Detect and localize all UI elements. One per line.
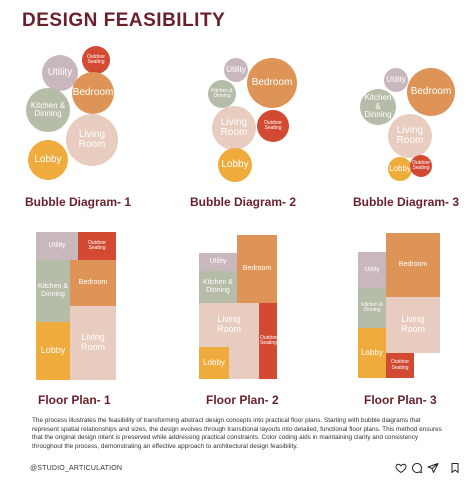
floor-plan-3-heading: Floor Plan- 3 bbox=[364, 393, 437, 407]
bubble-label: Outdoor Seating bbox=[86, 53, 106, 65]
bubble-label: Utility bbox=[386, 74, 406, 84]
room-label: Bedroom bbox=[398, 261, 428, 269]
bubble-label: Outdoor Seating bbox=[412, 159, 431, 171]
bubble-outdoor-seating: Outdoor Seating bbox=[82, 46, 110, 74]
bubble-label: Lobby bbox=[221, 158, 249, 170]
bubble-living-room: Living Room bbox=[212, 106, 256, 150]
comment-icon[interactable] bbox=[411, 461, 423, 474]
social-icons bbox=[395, 461, 461, 474]
floor-plan-1-heading: Floor Plan- 1 bbox=[38, 393, 111, 407]
bubble-kitchen-dinning: Kitchen & Dinning bbox=[360, 89, 396, 125]
heart-icon[interactable] bbox=[395, 461, 407, 474]
bubble-bedroom: Bedroom bbox=[72, 72, 114, 114]
bubble-utility: Utility bbox=[42, 55, 78, 91]
room-label: Outdoor Seating bbox=[390, 359, 410, 371]
room-bedroom: Bedroom bbox=[237, 235, 277, 303]
room-lobby: Lobby bbox=[199, 347, 229, 379]
room-living-room: Living Room bbox=[70, 306, 116, 380]
room-living-room: Living Room bbox=[199, 303, 259, 347]
bubble-bedroom: Bedroom bbox=[247, 58, 297, 108]
footer-handle: @STUDIO_ARTICULATION bbox=[30, 465, 123, 472]
room-label: Kitchen & Dinning bbox=[361, 301, 383, 313]
room-outdoor-seating: Outdoor Seating bbox=[259, 303, 279, 379]
bubble-lobby: Lobby bbox=[388, 157, 412, 181]
room-label: Lobby bbox=[40, 345, 66, 356]
room-living-room: Living Room bbox=[386, 297, 440, 353]
room-label: Outdoor Seating bbox=[260, 334, 279, 346]
bubble-lobby: Lobby bbox=[218, 148, 252, 182]
bubble-diagram-2-heading: Bubble Diagram- 2 bbox=[190, 195, 297, 209]
room-label: Bedroom bbox=[78, 279, 108, 287]
room-lobby: Lobby bbox=[358, 328, 386, 378]
share-icon[interactable] bbox=[427, 461, 439, 473]
bubble-label: Utility bbox=[226, 64, 246, 74]
bookmark-icon[interactable] bbox=[449, 461, 461, 473]
room-kitchen-dinning: Kitchen & Dinning bbox=[358, 288, 386, 328]
bubble-lobby: Lobby bbox=[28, 140, 68, 180]
room-label: Lobby bbox=[361, 347, 383, 357]
room-label: Outdoor Seating bbox=[87, 239, 107, 251]
room-kitchen-dinning: Kitchen & Dinning bbox=[36, 260, 70, 322]
room-utility: Utility bbox=[358, 252, 386, 288]
room-label: Living Room bbox=[80, 332, 105, 352]
bubble-outdoor-seating: Outdoor Seating bbox=[410, 155, 432, 177]
bubble-label: Kitchen & Dinning bbox=[30, 100, 66, 118]
room-outdoor-seating: Outdoor Seating bbox=[386, 353, 414, 378]
room-kitchen-dinning: Kitchen & Dinning bbox=[199, 271, 237, 303]
bubble-kitchen-dinning: Kitchen & Dinning bbox=[208, 80, 236, 108]
room-living-room-extension bbox=[229, 347, 259, 379]
room-label: Living Room bbox=[216, 314, 241, 334]
bubble-living-room: Living Room bbox=[66, 114, 118, 166]
floor-plan-2-heading: Floor Plan- 2 bbox=[206, 393, 279, 407]
room-lobby: Lobby bbox=[36, 322, 70, 380]
bubble-label: Lobby bbox=[389, 163, 411, 173]
bubble-diagram-3-heading: Bubble Diagram- 3 bbox=[353, 195, 460, 209]
room-label: Utility bbox=[48, 242, 66, 250]
bubble-bedroom: Bedroom bbox=[407, 68, 455, 116]
bubble-kitchen-dinning: Kitchen & Dinning bbox=[26, 88, 70, 132]
room-label: Lobby bbox=[203, 357, 225, 367]
bubble-utility: Utility bbox=[224, 58, 248, 82]
page-title: DESIGN FEASIBILITY bbox=[22, 10, 226, 31]
bubble-label: Bedroom bbox=[410, 85, 452, 97]
room-utility: Utility bbox=[199, 253, 237, 271]
room-label: Living Room bbox=[400, 314, 425, 334]
bubble-label: Bedroom bbox=[72, 86, 114, 98]
bubble-label: Kitchen & Dinning bbox=[211, 87, 233, 99]
room-label: Utility bbox=[209, 258, 227, 266]
room-label: Kitchen & Dinning bbox=[203, 279, 233, 294]
room-utility: Utility bbox=[36, 232, 78, 260]
bubble-outdoor-seating: Outdoor Seating bbox=[257, 110, 289, 142]
bubble-label: Utility bbox=[47, 66, 73, 78]
bubble-label: Living Room bbox=[396, 124, 424, 146]
description-text: The process illustrates the feasibility … bbox=[32, 417, 442, 450]
bubble-label: Lobby bbox=[34, 153, 62, 165]
room-label: Utility bbox=[364, 266, 380, 273]
bubble-label: Living Room bbox=[78, 128, 106, 150]
room-label: Kitchen & Dinning bbox=[38, 283, 68, 298]
bubble-label: Kitchen & Dinning bbox=[364, 93, 392, 120]
bubble-label: Living Room bbox=[220, 116, 248, 138]
room-outdoor-seating: Outdoor Seating bbox=[78, 232, 116, 260]
room-bedroom: Bedroom bbox=[386, 233, 440, 297]
room-bedroom: Bedroom bbox=[70, 260, 116, 306]
room-label: Bedroom bbox=[242, 265, 272, 273]
bubble-utility: Utility bbox=[384, 68, 408, 92]
bubble-label: Outdoor Seating bbox=[263, 119, 283, 131]
bubble-living-room: Living Room bbox=[388, 114, 432, 158]
bubble-label: Bedroom bbox=[251, 76, 293, 88]
bubble-diagram-1-heading: Bubble Diagram- 1 bbox=[25, 195, 132, 209]
